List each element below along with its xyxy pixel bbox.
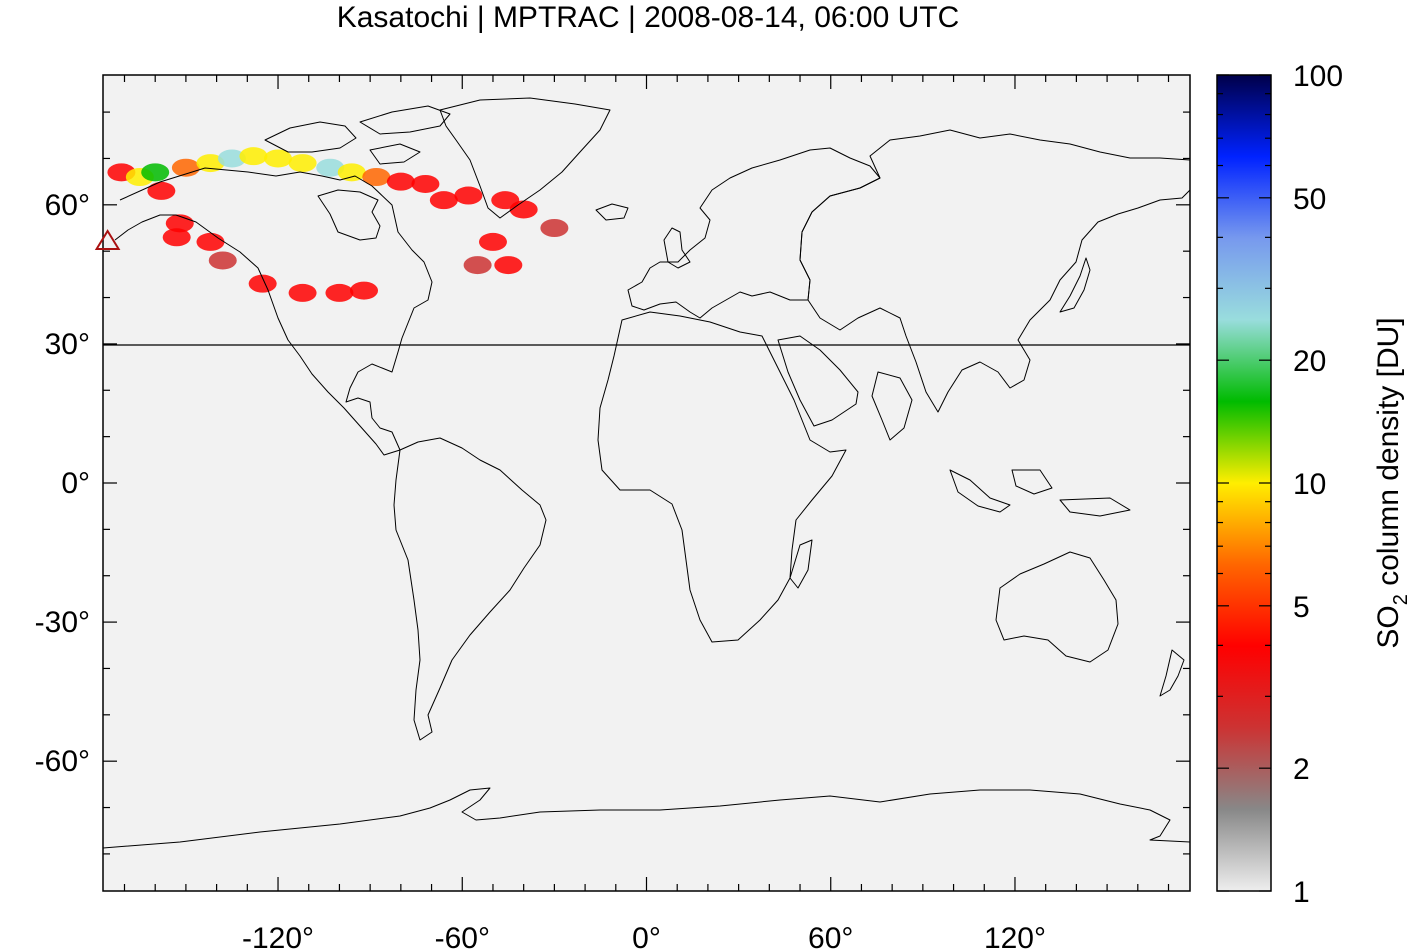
colorbar-tick-label: 2 bbox=[1293, 753, 1310, 786]
plume-point bbox=[411, 174, 440, 193]
coastline-south-america bbox=[393, 437, 547, 741]
plume-point bbox=[509, 200, 538, 219]
colorbar-label: SO2 column density [DU] bbox=[1372, 317, 1411, 648]
so2-plume bbox=[107, 147, 569, 302]
y-tick-label: 30° bbox=[45, 328, 90, 361]
x-tick-label: 60° bbox=[808, 922, 853, 950]
coastline-britain bbox=[663, 227, 691, 269]
y-tick-label: -30° bbox=[35, 606, 90, 639]
coastline-madagascar bbox=[789, 539, 813, 589]
y-tick-label: 0° bbox=[61, 467, 90, 500]
x-tick-label: -60° bbox=[435, 922, 490, 950]
colorbar-tick-label: 5 bbox=[1293, 591, 1310, 624]
coastline-africa bbox=[597, 311, 847, 643]
plume-point bbox=[196, 232, 225, 251]
plume-point bbox=[386, 172, 415, 191]
plume-point bbox=[217, 149, 246, 168]
plot-title: Kasatochi | MPTRAC | 2008-08-14, 06:00 U… bbox=[336, 1, 960, 34]
plume-point bbox=[429, 191, 458, 210]
coastline-hudson-bay bbox=[317, 189, 381, 241]
plume-point bbox=[337, 163, 366, 182]
colorbar-label-subscript: 2 bbox=[1390, 594, 1411, 605]
plume-point bbox=[239, 147, 268, 166]
colorbar-tick-label: 20 bbox=[1293, 345, 1326, 378]
plume-point bbox=[454, 186, 483, 205]
coastline-iceland bbox=[595, 203, 629, 221]
coastline-north-america bbox=[114, 167, 433, 456]
plume-point bbox=[463, 256, 492, 275]
map-panel: -120° -60° 0° 60° 120° 60° 30° 0° -30° -60° bbox=[35, 74, 1191, 950]
plume-point bbox=[350, 281, 379, 300]
coastlines bbox=[103, 97, 1190, 849]
coastline-australia bbox=[995, 551, 1119, 663]
coastline-asia bbox=[799, 129, 1190, 413]
plume-point bbox=[208, 251, 237, 270]
y-tick-label: 60° bbox=[45, 189, 90, 222]
colorbar-ticks: 100 50 20 10 5 2 1 bbox=[1217, 60, 1343, 909]
plume-point bbox=[362, 168, 391, 186]
volcano-triangle-marker bbox=[94, 229, 121, 250]
plume-point bbox=[478, 232, 507, 251]
plume-point bbox=[141, 163, 170, 182]
plume-point bbox=[248, 274, 277, 293]
coastline-greenland bbox=[439, 97, 611, 219]
y-axis: 60° 30° 0° -30° -60° bbox=[35, 111, 1190, 855]
plume-point bbox=[162, 228, 191, 247]
colorbar: 100 50 20 10 5 2 1 SO2 column density [DU] bbox=[1216, 60, 1411, 909]
plume-point bbox=[147, 181, 176, 200]
colorbar-tick-label: 100 bbox=[1293, 60, 1343, 93]
plume-point bbox=[494, 256, 523, 275]
plume-point bbox=[264, 149, 293, 168]
coastline-indonesia bbox=[949, 469, 1131, 517]
coastline-india bbox=[871, 371, 913, 441]
map-background bbox=[103, 75, 1190, 891]
colorbar-tick-label: 10 bbox=[1293, 468, 1326, 501]
coastline-new-zealand bbox=[1159, 649, 1185, 697]
coastline-japan bbox=[1059, 257, 1091, 313]
colorbar-tick-label: 1 bbox=[1293, 876, 1310, 909]
plume-point bbox=[316, 158, 345, 177]
y-tick-label: -60° bbox=[35, 745, 90, 778]
plume-point bbox=[540, 219, 569, 237]
plume-point bbox=[196, 154, 225, 173]
plume-point bbox=[288, 154, 317, 173]
coastline-antarctica bbox=[103, 787, 1190, 849]
colorbar-tick-label: 50 bbox=[1293, 183, 1326, 216]
plume-point bbox=[288, 283, 317, 302]
x-tick-label: 0° bbox=[632, 922, 661, 950]
x-tick-label: 120° bbox=[984, 922, 1046, 950]
coastline-arctic-islands bbox=[264, 105, 451, 165]
x-axis: -120° -60° 0° 60° 120° bbox=[123, 75, 1170, 950]
plume-point bbox=[325, 283, 354, 302]
x-tick-label: -120° bbox=[242, 922, 314, 950]
